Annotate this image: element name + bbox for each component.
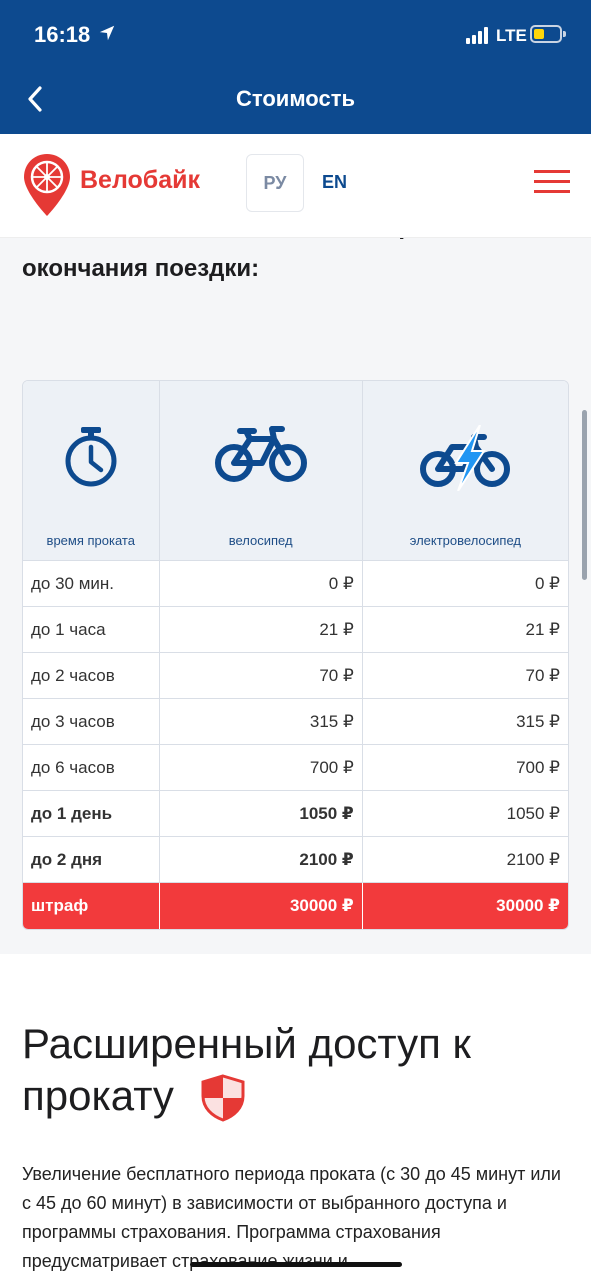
row-ebike-price: 21 ₽ xyxy=(525,619,560,639)
header-time: время проката xyxy=(23,381,160,560)
row-ebike-price: 0 ₽ xyxy=(535,573,560,593)
row-time: до 1 день xyxy=(23,791,160,836)
status-time: 16:18 xyxy=(34,22,91,47)
row-bike-price: 700 ₽ xyxy=(160,745,363,790)
intro-text: списана с вашей банковской карты после о… xyxy=(22,238,522,282)
row-ebike-price: 700 ₽ xyxy=(516,757,560,777)
penalty-row: штраф 30000 ₽ 30000 ₽ xyxy=(23,883,568,929)
row-time: до 3 часов xyxy=(23,699,160,744)
extended-access-text: Увеличение бесплатного периода проката (… xyxy=(22,1164,561,1271)
table-row: до 2 часов 70 ₽ 70 ₽ xyxy=(23,653,568,699)
row-ebike-price: 1050 ₽ xyxy=(506,803,560,823)
site-header: Велобайк РУ EN xyxy=(0,134,591,238)
row-bike-price: 1050 ₽ xyxy=(160,791,363,836)
shield-icon xyxy=(201,1074,245,1122)
row-bike-price: 315 ₽ xyxy=(160,699,363,744)
signal-icon xyxy=(466,26,492,44)
table-row: до 1 часа 21 ₽ 21 ₽ xyxy=(23,607,568,653)
brand-name[interactable]: Велобайк xyxy=(80,166,201,194)
row-time: до 6 часов xyxy=(23,745,160,790)
lang-ru-button[interactable]: РУ xyxy=(246,154,304,212)
header-bike-label: велосипед xyxy=(228,533,293,548)
row-time: до 2 дня xyxy=(23,837,160,882)
row-ebike-price: 2100 ₽ xyxy=(506,849,560,869)
table-row: до 3 часов 315 ₽ 315 ₽ xyxy=(23,699,568,745)
electric-bicycle-icon xyxy=(420,425,511,491)
home-indicator[interactable] xyxy=(190,1262,402,1267)
header-ebike-label: электровелосипед xyxy=(409,533,521,548)
row-bike-price: 0 ₽ xyxy=(160,561,363,606)
scrollbar[interactable] xyxy=(582,410,587,580)
extended-access-title: Расширенный доступ к прокату xyxy=(22,1020,471,1119)
table-row: до 30 мин. 0 ₽ 0 ₽ xyxy=(23,561,568,607)
row-bike-price: 21 ₽ xyxy=(160,607,363,652)
stopwatch-icon xyxy=(65,427,117,487)
battery-icon xyxy=(530,25,566,43)
nav-bar: Стоимость xyxy=(0,64,591,134)
row-time: до 1 часа xyxy=(23,607,160,652)
row-ebike-price: 70 ₽ xyxy=(525,665,560,685)
row-ebike-price: 315 ₽ xyxy=(516,711,560,731)
header-ebike: электровелосипед xyxy=(363,381,568,560)
bike-logo-pin-icon[interactable] xyxy=(22,152,72,218)
table-header: время проката велосипед электровелосипед xyxy=(23,381,568,561)
table-row: до 2 дня 2100 ₽ 2100 ₽ xyxy=(23,837,568,883)
page-title: Стоимость xyxy=(235,86,355,111)
table-row: до 1 день 1050 ₽ 1050 ₽ xyxy=(23,791,568,837)
status-bar: 16:18 LTE xyxy=(0,0,591,64)
row-time: до 30 мин. xyxy=(23,561,160,606)
row-bike-price: 2100 ₽ xyxy=(160,837,363,882)
row-bike-price: 70 ₽ xyxy=(160,653,363,698)
pricing-section: списана с вашей банковской карты после о… xyxy=(0,238,591,954)
menu-icon[interactable] xyxy=(534,170,570,194)
row-time: штраф xyxy=(23,883,160,929)
network-type: LTE xyxy=(496,26,527,45)
pricing-table: время проката велосипед электровелосипед xyxy=(22,380,569,930)
bicycle-icon xyxy=(214,426,307,482)
header-bike: велосипед xyxy=(160,381,363,560)
back-chevron-icon[interactable] xyxy=(24,84,48,114)
header-time-label: время проката xyxy=(46,533,135,548)
location-arrow-icon xyxy=(99,25,115,41)
extended-access-section: Расширенный доступ к прокату Увеличение … xyxy=(0,954,591,1280)
row-time: до 2 часов xyxy=(23,653,160,698)
row-ebike-price: 30000 ₽ xyxy=(496,896,560,915)
lang-en-button[interactable]: EN xyxy=(322,172,348,192)
row-bike-price: 30000 ₽ xyxy=(160,883,363,929)
table-row: до 6 часов 700 ₽ 700 ₽ xyxy=(23,745,568,791)
